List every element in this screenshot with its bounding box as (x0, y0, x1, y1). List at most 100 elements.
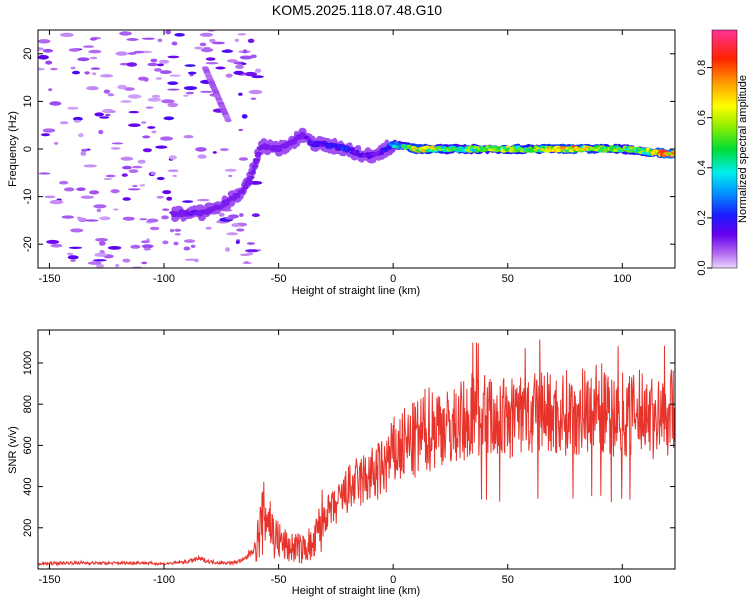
spectrogram-noise-blob (138, 76, 148, 81)
spectrogram-noise-blob (111, 142, 124, 145)
spectrogram-ridge-core (251, 164, 258, 168)
spectrogram-noise-blob (38, 47, 44, 51)
spectrogram-noise-blob (77, 57, 90, 62)
spectrogram-noise-blob (105, 113, 111, 117)
spectrogram-noise-blob (96, 208, 102, 213)
spectrogram-noise-blob (173, 241, 179, 246)
spectrogram-noise-blob (141, 240, 150, 244)
spectrogram-noise-blob (70, 66, 76, 70)
colorbar-label: Normalized spectral amplitude (737, 75, 749, 223)
spectrogram-branch-blob (224, 118, 232, 123)
spectrogram-noise-blob (89, 56, 98, 60)
spectrogram-noise-blob (236, 228, 245, 232)
spectrogram-noise-blob (239, 213, 244, 217)
spectrogram-noise-blob (76, 187, 86, 191)
spectrogram-noise-blob (224, 168, 237, 172)
spectrogram-noise-blob (141, 261, 148, 265)
colorbar-gradient (711, 29, 738, 269)
spectrogram-noise-blob (245, 252, 254, 256)
spectrogram-noise-blob (172, 174, 177, 177)
spectrogram-noise-blob (183, 86, 198, 91)
spectrogram-noise-blob (141, 121, 147, 124)
spectrogram-noise-blob (240, 62, 247, 65)
spectrogram-noise-blob (255, 68, 262, 73)
spectrogram-noise-blob (50, 243, 63, 248)
spectrogram-noise-blob (99, 216, 111, 221)
spectrogram-noise-blob (157, 38, 163, 43)
spectrogram-x-tick-label: -100 (153, 273, 175, 285)
spectrogram-noise-blob (100, 74, 114, 78)
spectrogram-noise-blob (128, 110, 140, 114)
spectrogram-noise-blob (38, 172, 51, 175)
spectrogram-ridge-core (239, 190, 246, 194)
spectrogram-noise-blob (122, 258, 131, 263)
spectrogram-ridge-core (250, 169, 256, 174)
spectrogram-noise-blob (200, 47, 214, 53)
spectrogram-noise-blob (162, 208, 170, 211)
spectrogram-noise-blob (98, 241, 106, 246)
spectrogram-noise-blob (49, 199, 64, 205)
spectrogram-noise-blob (117, 84, 127, 90)
spectrogram-noise-blob (92, 259, 107, 262)
spectrogram-noise-blob (197, 154, 207, 159)
spectrogram-noise-blob (183, 239, 196, 243)
spectrogram-noise-blob (110, 147, 121, 150)
spectrogram-noise-blob (167, 102, 179, 108)
spectrogram-noise-blob (83, 164, 97, 168)
spectrogram-noise-blob (183, 94, 189, 97)
spectrogram-noise-blob (122, 165, 132, 170)
spectrogram-noise-blob (169, 228, 175, 233)
spectrogram-noise-blob (68, 48, 80, 52)
spectrogram-noise-blob (157, 63, 164, 67)
spectrogram-x-tick-label: -50 (271, 273, 287, 285)
spectrogram-noise-blob (163, 116, 175, 121)
chart-title: KOM5.2025.118.07.48.G10 (272, 2, 442, 18)
spectrogram-noise-blob (115, 263, 120, 268)
spectrogram-ridge-core (379, 151, 384, 156)
spectrogram-x-tick-label: 0 (390, 273, 396, 285)
spectrogram-noise-blob (233, 70, 244, 75)
spectrogram-noise-blob (241, 114, 248, 119)
snr-x-ticks: -150 -100 -50 0 50 100 (38, 330, 631, 586)
spectrogram-noise-blob (167, 88, 180, 91)
spectrogram-noise-blob (81, 148, 88, 152)
spectrogram-noise-blob (161, 99, 175, 104)
spectrogram-ridge-core (253, 160, 259, 165)
spectrogram-noise-blob (139, 184, 146, 187)
spectrogram-noise-blob (149, 226, 160, 231)
spectrogram-noise-blob (84, 71, 90, 75)
spectrogram-y-ticks: -20 -10 0 10 20 (22, 48, 675, 252)
spectrogram-noise-blob (167, 55, 180, 59)
snr-x-tick-label: -150 (38, 574, 60, 586)
spectrogram-ridge-core (299, 132, 306, 136)
spectrogram-noise-blob (139, 218, 148, 221)
snr-y-tick-label: 400 (22, 477, 34, 495)
spectrogram-noise-blob (165, 30, 171, 35)
spectrogram-noise-blob (70, 228, 84, 233)
spectrogram-ridge-core (355, 150, 359, 154)
spectrogram-ridge-core (293, 139, 298, 144)
spectrogram-noise-blob (245, 249, 259, 253)
spectrogram-noise-blob (141, 244, 154, 249)
spectrogram-noise-blob (150, 171, 156, 176)
spectrogram-noise-blob (82, 45, 95, 48)
spectrogram-noise-blob (67, 255, 79, 260)
spectrogram-noise-blob (190, 244, 196, 248)
spectrogram-noise-blob (155, 145, 168, 149)
spectrogram-ridge-core (252, 158, 261, 162)
spectrogram-noise-blob (161, 215, 169, 220)
spectrogram-noise-blob (128, 169, 139, 174)
spectrogram-noise-blob (80, 195, 95, 199)
spectrogram-noise-blob (87, 261, 102, 265)
spectrogram-noise-blob (38, 39, 51, 44)
spectrogram-noise-blob (162, 240, 169, 245)
spectrogram-noise-blob (86, 86, 99, 91)
spectrogram-noise-blob (238, 128, 243, 132)
spectrogram-noise-blob (42, 48, 54, 53)
spectrogram-noise-blob (53, 141, 59, 145)
spectrogram-noise-blob (209, 38, 216, 43)
colorbar-tick-label: 0.2 (696, 210, 708, 225)
spectrogram-noise-blob (46, 239, 60, 244)
snr-y-tick-label: 800 (22, 395, 34, 413)
spectrogram-noise-blob (115, 51, 128, 56)
